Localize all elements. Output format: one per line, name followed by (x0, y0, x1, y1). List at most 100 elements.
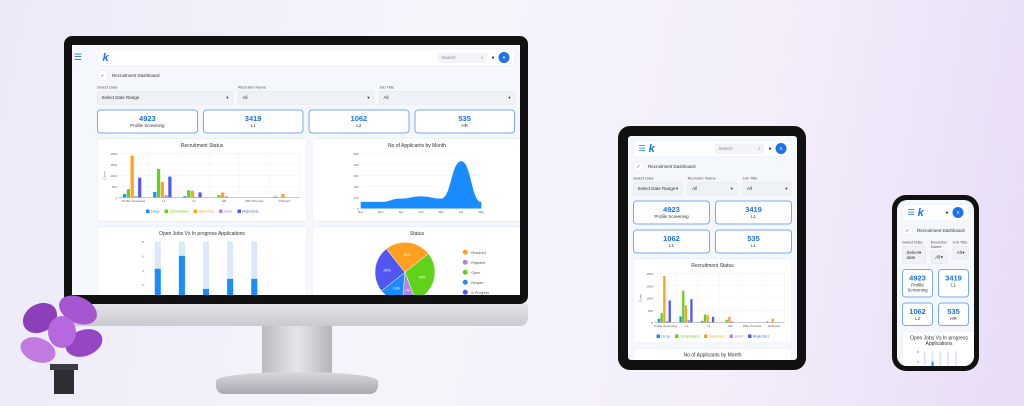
kpi-label: Profile Screening (130, 123, 165, 128)
filter-select[interactable]: All ▾ (952, 246, 970, 260)
kpi-value: 535 (458, 114, 471, 124)
chart-legend: Drop Scheduled Selected Hold Rejected (638, 334, 788, 339)
recruitment-status-chart: 0 500 1000 1500 2000 Count Profile Screening L1… (103, 152, 300, 203)
hamburger-menu-icon[interactable]: ☰ (638, 144, 646, 154)
search-placeholder: Search (441, 54, 456, 60)
filter-select[interactable]: Select Date Range ▾ (633, 182, 683, 196)
filter-select[interactable]: Select Date Range ▾ (97, 91, 233, 105)
filter-select[interactable]: All ▾ (238, 91, 374, 105)
kpi-card[interactable]: 535 L1 (715, 229, 792, 254)
kpi-label: HR (461, 123, 468, 128)
filter-value: All (692, 186, 698, 191)
pie-slice-open (404, 253, 436, 295)
bar-selected (706, 315, 709, 323)
kpi-card[interactable]: 4923 Profile Screening (633, 200, 710, 225)
brand-logo[interactable]: k (917, 206, 924, 219)
search-icon: ⌕ (480, 54, 484, 60)
hamburger-menu-icon[interactable]: ☰ (74, 52, 83, 62)
kpi-card[interactable]: 3419 L1 (938, 269, 969, 298)
kpi-card[interactable]: 1062 L2 (902, 302, 933, 326)
brand-logo[interactable]: k (648, 142, 655, 155)
legend-item[interactable]: Hold (729, 334, 743, 339)
search-input[interactable]: Search ⌕ (437, 52, 488, 63)
avatar[interactable]: S (775, 143, 787, 154)
filter-select[interactable]: All ▾ (687, 182, 738, 196)
filter-select[interactable]: All ▾ (930, 250, 948, 264)
x-tick-label: Dec (378, 210, 384, 214)
chart-title: No of Applicants by Month (683, 352, 742, 359)
kpi-cards: 4923 Profile Screening 3419 L1 1062 L1 535 L1 (633, 200, 792, 254)
x-tick-label: L2 (707, 324, 711, 328)
bar-drop (679, 316, 682, 323)
bell-icon[interactable]: ● (945, 209, 949, 216)
x-tick-label: Offer Process (743, 324, 762, 328)
legend-item[interactable]: Selected (703, 334, 725, 339)
brand-logo[interactable]: k (102, 51, 109, 64)
avatar[interactable]: S (498, 52, 510, 63)
open-jobs-bar (203, 241, 210, 295)
kpi-card[interactable]: 3419 L1 (715, 200, 792, 225)
legend-item[interactable]: Scheduled (675, 334, 699, 339)
legend-swatch (703, 334, 708, 339)
kpi-card[interactable]: 535 HR (938, 302, 969, 326)
kpi-card[interactable]: 4923 Profile Screening (97, 109, 198, 134)
x-tick-label: L2 (192, 199, 196, 203)
y-tick-label: 200 (354, 185, 359, 189)
avatar[interactable]: S (952, 207, 964, 218)
bell-icon[interactable]: ● (491, 54, 495, 61)
legend-item[interactable]: Selected (193, 209, 214, 214)
filter-1: Recruiter Name All ▾ (687, 176, 738, 196)
y-tick-label: 1500 (110, 163, 117, 167)
filter-select[interactable]: All ▾ (379, 91, 515, 105)
filter-value: Select Date Range (637, 186, 676, 191)
x-tick-label: Feb (418, 210, 424, 214)
legend-item[interactable]: Rejected (747, 334, 769, 339)
legend-swatch (164, 209, 169, 214)
filter-0: Select Date Select Date Range ▾ (97, 85, 233, 105)
kpi-card[interactable]: 3419 L1 (202, 109, 304, 134)
chevron-down-icon: ▾ (367, 95, 370, 100)
search-input[interactable]: Search ⌕ (714, 143, 765, 154)
legend-item[interactable]: Rejected (237, 209, 258, 214)
hamburger-menu-icon[interactable]: ☰ (907, 208, 915, 218)
check-icon: ✓ (97, 70, 108, 81)
bar-selected (684, 305, 688, 323)
bar-selected (130, 155, 134, 198)
legend-swatch (656, 334, 660, 339)
legend-label: Scheduled (680, 334, 699, 339)
legend-item[interactable]: Drop (656, 334, 670, 339)
chevron-down-icon: ▾ (785, 186, 788, 191)
legend-swatch (219, 209, 223, 214)
legend-item[interactable]: Hold (219, 209, 232, 214)
kpi-card[interactable]: 535 HR (414, 109, 515, 134)
legend-swatch (462, 279, 468, 285)
bar-rejected (668, 300, 671, 323)
filter-1: Recruiter Name All ▾ (238, 85, 374, 105)
bell-icon[interactable]: ● (768, 145, 772, 152)
legend-item[interactable]: Drop (145, 209, 160, 214)
y-tick-label: 8 (142, 240, 144, 244)
y-tick-label: 2 (142, 283, 144, 287)
filter-select[interactable]: All ▾ (742, 182, 792, 196)
kpi-card[interactable]: 1062 L2 (308, 109, 410, 134)
legend-item[interactable]: Scheduled (164, 209, 188, 214)
chart-title: Recruitment Status (691, 263, 734, 269)
chart-title: No of Applicants by Month (387, 143, 447, 149)
bar-scheduled (126, 189, 131, 198)
pie-slice-rejected (402, 272, 414, 295)
charts-grid: Recruitment Status 0 500 1000 1500 2000 Count P… (97, 138, 520, 295)
filter-0: Select Date Select date ▾ (902, 240, 926, 264)
filter-select[interactable]: Select date ▾ (902, 246, 926, 264)
kpi-card[interactable]: 1062 L1 (633, 229, 710, 254)
filter-bar: Select Date Select Date Range ▾ Recruiter N… (633, 176, 792, 196)
y-tick-label: 6 (142, 254, 144, 258)
in-progress-bar (154, 268, 161, 295)
dashboard-desktop: ☰ k Search ⌕ ● S ✓ Recruitment Dashboard Select … (72, 45, 520, 295)
legend-swatch (145, 209, 150, 214)
bar-scheduled (660, 313, 663, 323)
y-tick-label: 500 (112, 185, 117, 189)
filter-2: Job Title All ▾ (952, 240, 970, 264)
kpi-card[interactable]: 4923 Profile Screening (902, 269, 933, 298)
